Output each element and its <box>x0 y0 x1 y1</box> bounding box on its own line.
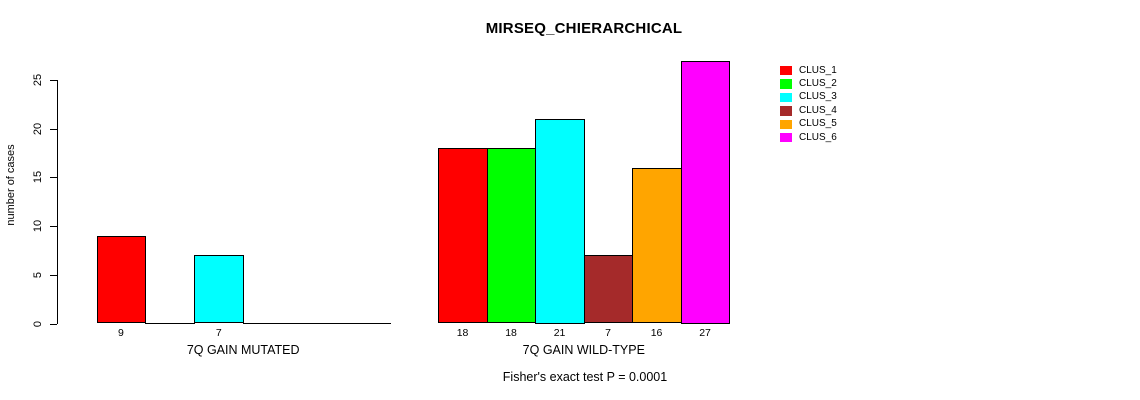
legend-label: CLUS_6 <box>799 131 837 143</box>
legend-swatch <box>780 92 792 103</box>
bar-CLUS_1 <box>438 148 488 324</box>
bar-CLUS_3 <box>194 255 245 324</box>
y-tick-label-text: 5 <box>32 271 44 278</box>
annotation-text: Fisher's exact test P = 0.0001 <box>502 370 668 384</box>
y-axis-label-text: number of cases <box>5 144 17 226</box>
legend-label: CLUS_5 <box>799 118 837 130</box>
y-tick-label-text: 0 <box>32 320 44 327</box>
y-tick-label-text: 15 <box>32 171 44 184</box>
bar-CLUS_6-zero <box>341 322 391 324</box>
bar-CLUS_5-zero <box>292 322 342 324</box>
legend-label: CLUS_1 <box>799 64 837 76</box>
legend-swatch <box>780 119 792 129</box>
y-tick-label-text: 10 <box>32 219 44 233</box>
bar-CLUS_5 <box>632 167 682 324</box>
bar-CLUS_4-zero <box>243 322 294 324</box>
bar-value-label: 7 <box>605 327 611 339</box>
y-axis-line <box>57 80 58 324</box>
bar-value-label: 16 <box>650 327 663 339</box>
y-tick <box>50 226 57 228</box>
bar-CLUS_2 <box>486 148 537 324</box>
bar-value-label: 18 <box>456 327 469 339</box>
legend-item-CLUS_2: CLUS_2 <box>780 77 837 90</box>
bar-CLUS_6 <box>680 60 731 324</box>
bar-CLUS_2-zero <box>145 322 196 324</box>
legend-label: CLUS_2 <box>799 78 837 90</box>
y-tick <box>50 80 57 81</box>
legend-swatch <box>780 65 792 76</box>
legend-item-CLUS_4: CLUS_4 <box>780 104 837 117</box>
legend-item-CLUS_3: CLUS_3 <box>780 91 837 104</box>
bar-value-label: 9 <box>118 327 124 339</box>
y-tick-label-text: 25 <box>32 73 44 87</box>
bar-CLUS_1 <box>96 235 147 324</box>
legend-label: CLUS_3 <box>799 91 837 103</box>
y-tick <box>50 274 57 276</box>
legend-item-CLUS_6: CLUS_6 <box>780 131 837 144</box>
bar-CLUS_4 <box>583 255 634 324</box>
bar-value-label: 27 <box>699 327 711 339</box>
legend: CLUS_1 CLUS_2 CLUS_3 CLUS_4 CLUS_5 CLUS_6 <box>780 64 837 144</box>
bar-value-label: 7 <box>215 327 222 339</box>
legend-label: CLUS_4 <box>799 104 837 116</box>
bar-value-label: 21 <box>553 327 566 339</box>
bar-CLUS_3 <box>535 119 585 324</box>
legend-swatch <box>780 106 792 116</box>
y-tick <box>50 128 57 130</box>
y-tick-label-text: 20 <box>32 122 44 135</box>
legend-swatch <box>780 79 792 89</box>
y-tick <box>50 323 57 325</box>
legend-swatch <box>780 132 792 143</box>
x-group-label: 7Q GAIN MUTATED <box>186 343 300 357</box>
y-tick <box>50 177 57 179</box>
legend-item-CLUS_1: CLUS_1 <box>780 64 837 77</box>
x-group-label: 7Q GAIN WILD-TYPE <box>522 343 645 357</box>
legend-item-CLUS_5: CLUS_5 <box>780 118 837 131</box>
bar-value-label: 18 <box>505 327 517 339</box>
chart-title: MIRSEQ_CHIERARCHICAL <box>485 20 683 37</box>
